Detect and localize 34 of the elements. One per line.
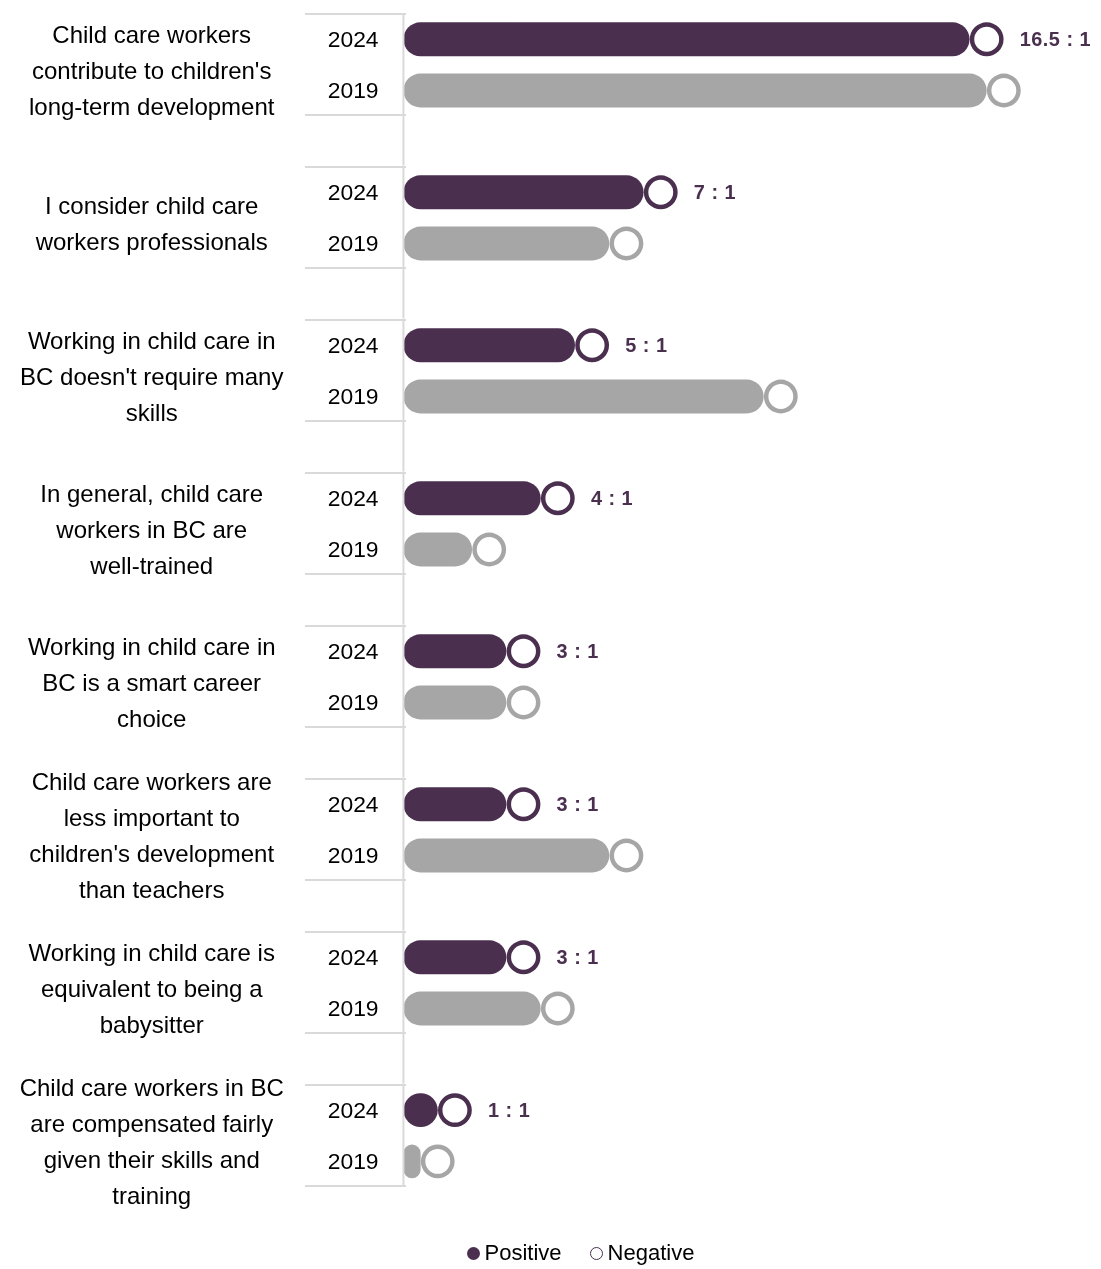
- y-tick-label: 2019: [328, 230, 380, 257]
- y-tick-label: 2019: [328, 995, 380, 1022]
- chart-title: Child care workers in BC are compensated fairly given their skills and training: [19, 1073, 284, 1209]
- y-tick-label: 2024: [328, 179, 380, 206]
- chart-title: Child care workers are less important to children's development than teachers: [29, 767, 275, 903]
- y-tick-label: 2019: [328, 1148, 380, 1175]
- data-label: 5 : 1: [625, 334, 668, 357]
- y-tick-label: 2024: [328, 944, 380, 971]
- data-label: 16.5 : 1: [1020, 28, 1092, 51]
- data-label: 3 : 1: [557, 946, 600, 969]
- y-tick-label: 2024: [328, 26, 380, 53]
- data-label: 7 : 1: [694, 181, 737, 204]
- data-label: 1 : 1: [488, 1099, 531, 1122]
- y-tick-label: 2024: [328, 791, 380, 818]
- y-tick-label: 2024: [328, 638, 380, 665]
- y-tick-label: 2024: [328, 1097, 380, 1124]
- chart-title: Working in child care in BC doesn't require many skills: [20, 326, 284, 426]
- y-tick-label: 2019: [328, 536, 380, 563]
- legend-label: Negative: [607, 1240, 695, 1266]
- data-label: 4 : 1: [591, 487, 634, 510]
- data-label: 3 : 1: [557, 640, 600, 663]
- y-tick-label: 2024: [328, 485, 380, 512]
- chart-title: Child care workers contribute to children's long-term development: [28, 20, 275, 120]
- y-tick-label: 2024: [328, 332, 380, 359]
- legend-label: Positive: [484, 1240, 562, 1266]
- y-tick-label: 2019: [328, 77, 380, 104]
- y-tick-label: 2019: [328, 689, 380, 716]
- y-tick-label: 2019: [328, 842, 380, 869]
- chart-title: In general, child care workers in BC are well-trained: [40, 479, 264, 579]
- chart-title: Working in child care is equivalent to being a babysitter: [28, 938, 275, 1038]
- y-tick-label: 2019: [328, 383, 380, 410]
- chart-title: I consider child care workers professionals: [35, 191, 268, 255]
- chart-title: Working in child care in BC is a smart career choice: [27, 632, 276, 732]
- data-label: 3 : 1: [557, 793, 600, 816]
